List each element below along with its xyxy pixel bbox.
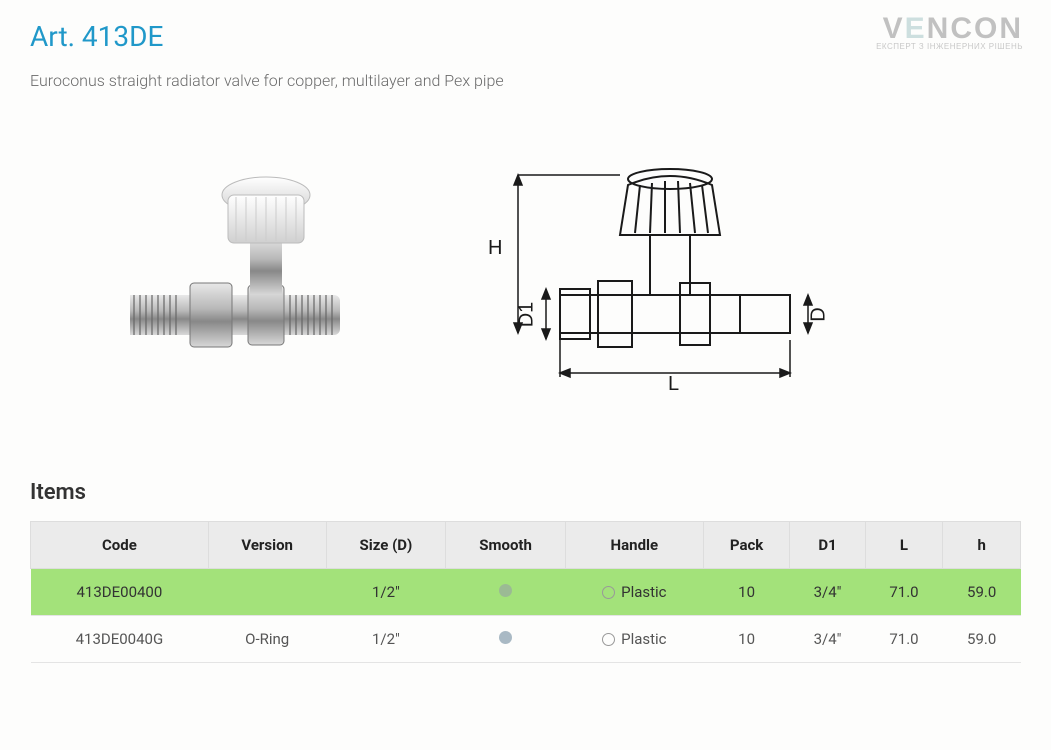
cell-size: 1/2" xyxy=(326,569,446,616)
article-subtitle: Euroconus straight radiator valve for co… xyxy=(30,71,1021,90)
cell-h: 59.0 xyxy=(943,616,1021,663)
cell-d1: 3/4" xyxy=(790,569,865,616)
items-table: Code Version Size (D) Smooth Handle Pack… xyxy=(30,521,1021,663)
col-smooth: Smooth xyxy=(446,522,566,569)
dim-label-h: H xyxy=(488,237,502,260)
technical-diagram: H D1 D L xyxy=(490,145,830,395)
logo-text: VENCON xyxy=(876,12,1023,46)
table-row: 413DE0040GO-Ring1/2" Plastic103/4"71.059.… xyxy=(31,616,1021,663)
col-code: Code xyxy=(31,522,209,569)
cell-h: 59.0 xyxy=(943,569,1021,616)
table-header-row: Code Version Size (D) Smooth Handle Pack… xyxy=(31,522,1021,569)
col-version: Version xyxy=(208,522,326,569)
cell-code: 413DE00400 xyxy=(31,569,209,616)
figure-row: H D1 D L xyxy=(30,120,1021,420)
cell-d1: 3/4" xyxy=(790,616,865,663)
items-heading: Items xyxy=(30,480,1021,505)
dim-label-d1: D1 xyxy=(515,302,538,328)
article-title: Art. 413DE xyxy=(30,20,1021,53)
brand-logo: VENCON ЕКСПЕРТ З ІНЖЕНЕРНИХ РІШЕНЬ xyxy=(876,12,1023,51)
cell-smooth xyxy=(446,569,566,616)
dim-label-l: L xyxy=(668,373,679,396)
cell-size: 1/2" xyxy=(326,616,446,663)
col-d1: D1 xyxy=(790,522,865,569)
cell-pack: 10 xyxy=(703,569,790,616)
logo-tagline: ЕКСПЕРТ З ІНЖЕНЕРНИХ РІШЕНЬ xyxy=(876,42,1023,51)
product-photo xyxy=(110,155,370,385)
col-h: h xyxy=(943,522,1021,569)
cell-l: 71.0 xyxy=(865,569,943,616)
cell-code: 413DE0040G xyxy=(31,616,209,663)
cell-l: 71.0 xyxy=(865,616,943,663)
cell-handle: Plastic xyxy=(565,616,703,663)
dim-label-d: D xyxy=(808,307,831,321)
col-l: L xyxy=(865,522,943,569)
cell-version xyxy=(208,569,326,616)
col-pack: Pack xyxy=(703,522,790,569)
cell-smooth xyxy=(446,616,566,663)
cell-handle: Plastic xyxy=(565,569,703,616)
col-size: Size (D) xyxy=(326,522,446,569)
col-handle: Handle xyxy=(565,522,703,569)
table-row: 413DE00400 1/2" Plastic103/4"71.059.0 xyxy=(31,569,1021,616)
cell-version: O-Ring xyxy=(208,616,326,663)
cell-pack: 10 xyxy=(703,616,790,663)
